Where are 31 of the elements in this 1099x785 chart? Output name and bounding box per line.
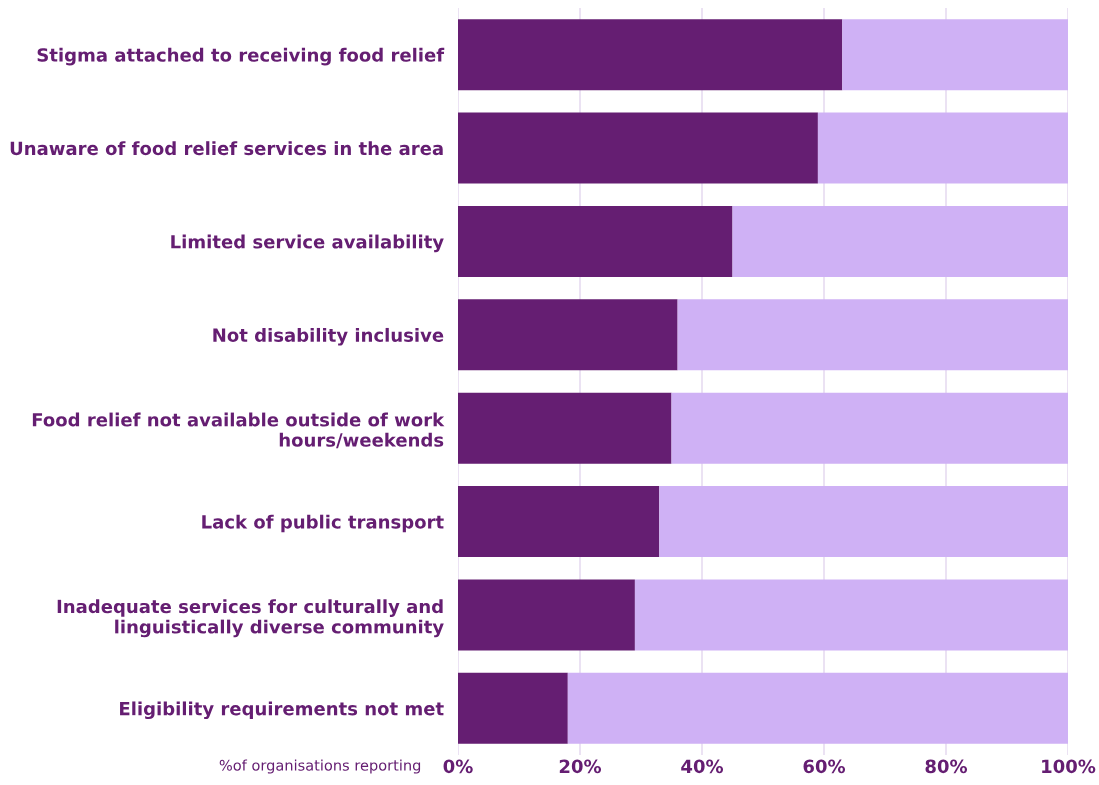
bar xyxy=(458,205,733,277)
x-tick-label: 40% xyxy=(681,759,724,774)
x-tick-label: 100% xyxy=(1042,759,1096,774)
x-tick-label: 0% xyxy=(443,759,473,774)
y-tick-label: Inadequate services for culturally and linguistically diverse community xyxy=(57,599,444,638)
y-tick-label: Limited service availability xyxy=(171,234,444,253)
x-tick-label: 20% xyxy=(559,759,602,774)
bar xyxy=(842,19,1068,91)
bar xyxy=(567,672,1068,744)
x-tick-label: 80% xyxy=(925,759,968,774)
bar xyxy=(458,672,568,744)
y-tick-label: Not disability inclusive xyxy=(213,327,444,346)
y-tick-label: Unaware of food relief services in the area xyxy=(10,141,443,156)
bar xyxy=(671,392,1068,464)
bar xyxy=(677,299,1068,371)
bar xyxy=(659,486,1068,558)
y-tick-label: Eligibility requirements not met xyxy=(120,701,444,720)
bar xyxy=(458,486,660,558)
bar xyxy=(458,299,678,371)
x-axis-title: %of organisations reporting xyxy=(219,759,421,774)
bar xyxy=(817,112,1068,184)
y-tick-label: Food relief not available outside of work hours/weekends xyxy=(32,412,445,449)
bar xyxy=(458,19,843,91)
bar xyxy=(458,579,635,651)
bar xyxy=(458,392,672,464)
bar xyxy=(458,112,818,184)
bar xyxy=(634,579,1068,651)
x-tick-label: 60% xyxy=(803,759,846,774)
y-tick-label: Lack of public transport xyxy=(202,514,444,533)
bar xyxy=(732,205,1068,277)
y-tick-label: Stigma attached to receiving food relief xyxy=(37,47,445,66)
